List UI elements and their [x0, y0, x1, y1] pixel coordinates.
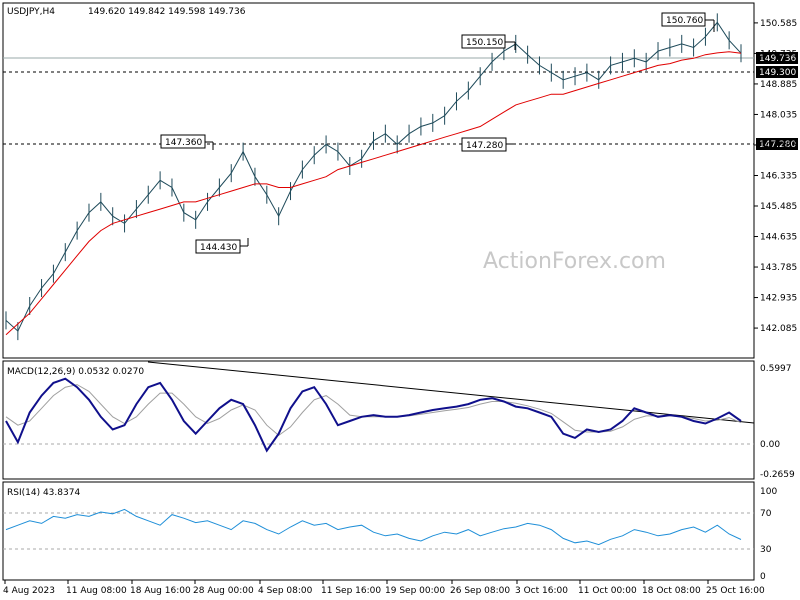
price-tick-label: 146.335 — [760, 171, 797, 181]
rsi-tick-label: 0 — [760, 572, 766, 582]
price-tick-label: 149.735 — [760, 49, 797, 59]
x-tick-label: 11 Aug 08:00 — [66, 586, 127, 596]
macd-label: MACD(12,26,9) 0.0532 0.0270 — [7, 367, 144, 377]
x-tick-label: 25 Oct 16:00 — [706, 586, 765, 596]
macd-tick-label: 0.00 — [760, 440, 780, 450]
macd-tick-label: -0.2659 — [760, 470, 795, 480]
callout-label: 147.280 — [466, 141, 503, 151]
rsi-tick-label: 30 — [760, 545, 772, 555]
x-tick-label: 26 Sep 08:00 — [450, 586, 510, 596]
watermark: ActionForex.com — [483, 249, 666, 274]
callout-label: 147.360 — [165, 138, 202, 148]
rsi-label: RSI(14) 43.8374 — [7, 488, 80, 498]
x-tick-label: 11 Sep 16:00 — [321, 586, 381, 596]
price-tick-label: 142.085 — [760, 324, 797, 334]
x-tick-label: 18 Aug 16:00 — [130, 586, 191, 596]
x-tick-label: 19 Sep 00:00 — [385, 586, 445, 596]
x-tick-label: 4 Aug 2023 — [3, 586, 55, 596]
price-pane — [2, 2, 755, 359]
badge-level-147280: 147.280 — [756, 138, 798, 150]
price-tick-label: 145.485 — [760, 202, 797, 212]
callout-label: 150.150 — [466, 38, 503, 48]
badge-last-price: 149.736 — [756, 52, 798, 64]
rsi-pane — [2, 481, 755, 581]
callout-label: 144.430 — [200, 243, 237, 253]
callout-150760: 150.760 — [661, 12, 715, 32]
macd-tick-label: 0.5997 — [760, 364, 792, 374]
price-tick-label: 150.585 — [760, 19, 797, 29]
callout-150150: 150.150 — [461, 34, 516, 50]
x-tick-label: 18 Oct 08:00 — [642, 586, 701, 596]
moving-average-line — [5, 51, 742, 336]
price-tick-label: 144.635 — [760, 233, 797, 243]
badge-level-149300: 149.300 — [756, 66, 798, 78]
price-tick-label: 148.885 — [760, 80, 797, 90]
x-tick-label: 3 Oct 16:00 — [515, 586, 568, 596]
price-tick-label: 148.035 — [760, 110, 797, 120]
price-tick-label: 142.935 — [760, 294, 797, 304]
callout-147360: 147.360 — [160, 134, 214, 150]
rsi-line — [5, 508, 742, 546]
macd-trend-line — [147, 361, 755, 424]
callout-147280: 147.280 — [461, 137, 515, 152]
x-tick-label: 4 Sep 08:00 — [258, 586, 313, 596]
badge-text: 149.736 — [759, 54, 796, 64]
price-tick-label: 143.785 — [760, 263, 797, 273]
badge-text: 147.280 — [759, 140, 796, 150]
macd-signal-line — [5, 384, 742, 437]
price-tick-label: 147.185 — [760, 141, 797, 151]
rsi-tick-label: 100 — [760, 487, 777, 497]
macd-line — [5, 377, 742, 453]
ohlc-label: 149.620 149.842 149.598 149.736 — [88, 7, 246, 17]
badge-text: 149.300 — [759, 68, 796, 78]
symbol-label: USDJPY,H4 — [7, 7, 55, 17]
callout-label: 150.760 — [666, 16, 703, 26]
x-tick-label: 11 Oct 00:00 — [578, 586, 637, 596]
macd-pane — [2, 360, 755, 480]
callout-144430: 144.430 — [195, 238, 249, 254]
x-tick-label: 28 Aug 00:00 — [193, 586, 254, 596]
rsi-tick-label: 70 — [760, 509, 772, 519]
price-series-line — [5, 21, 742, 332]
